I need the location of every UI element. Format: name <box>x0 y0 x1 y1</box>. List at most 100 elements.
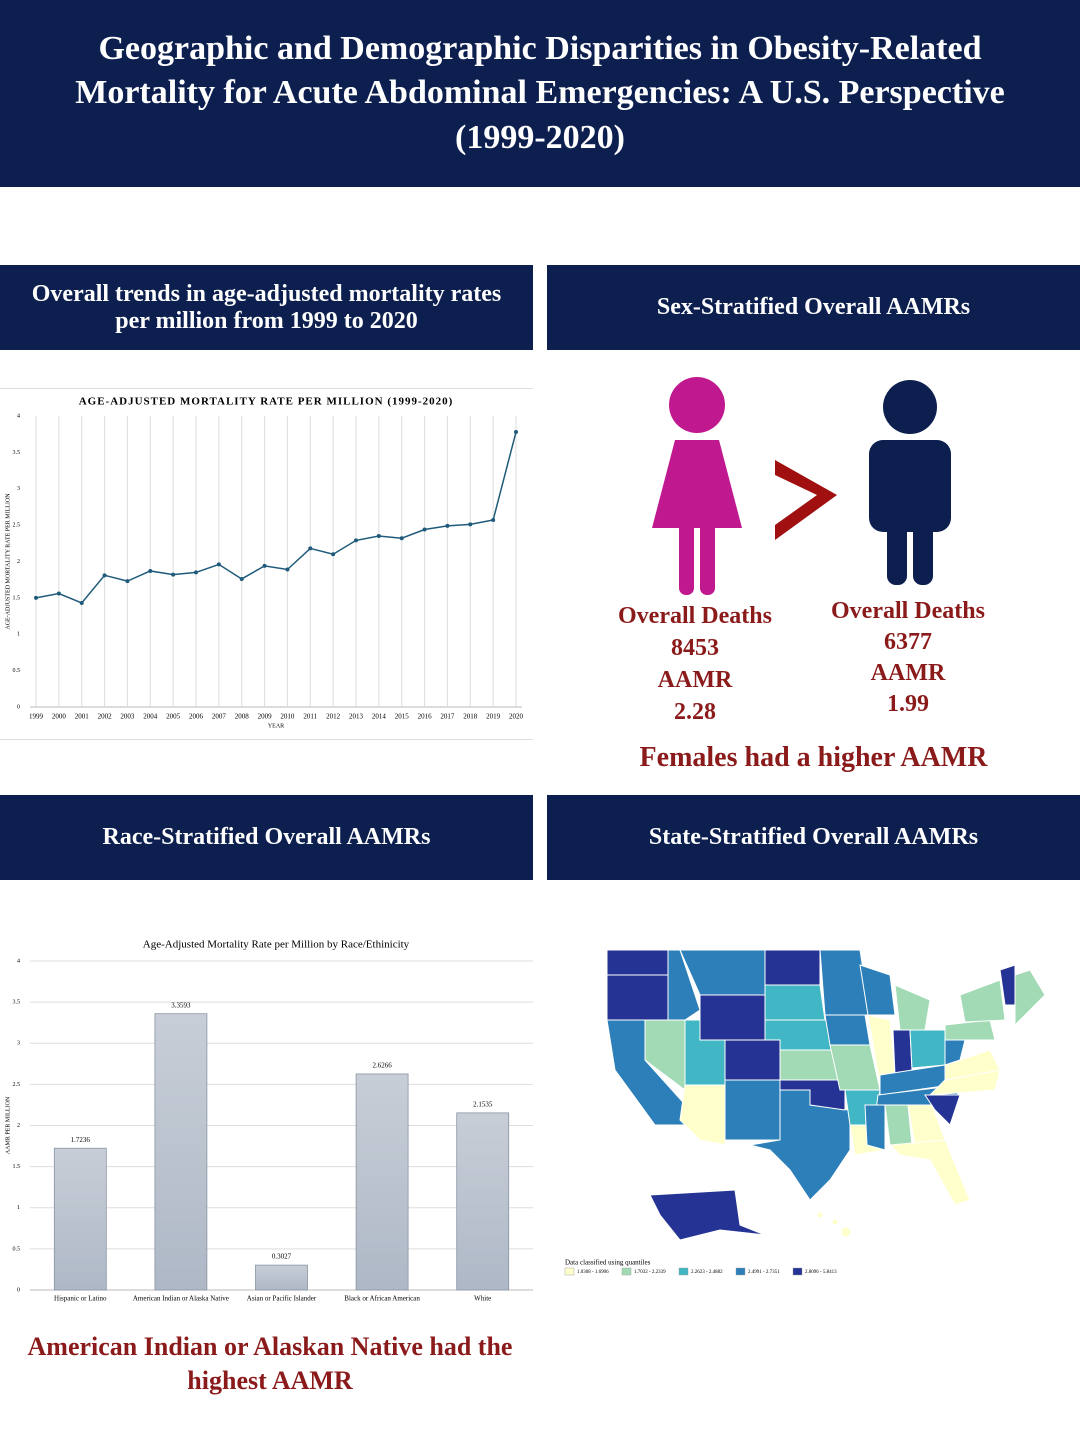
legend-title: Data classified using quantiles <box>565 1259 651 1267</box>
x-tick-label: 2012 <box>326 713 341 721</box>
data-label: 2.6266 <box>372 1062 392 1070</box>
state <box>944 1019 996 1041</box>
deaths: 8453 <box>671 635 719 661</box>
chart-title: AGE-ADJUSTED MORTALITY RATE PER MILLION … <box>79 396 454 408</box>
state <box>999 964 1016 1006</box>
point <box>262 563 267 568</box>
x-tick-label: White <box>474 1295 491 1303</box>
point <box>56 591 61 596</box>
x-tick-label: 2000 <box>52 713 67 721</box>
panel-title: Race-Stratified Overall AAMRs <box>0 795 533 880</box>
state <box>724 1079 781 1141</box>
y-tick-label: 3.5 <box>13 450 21 456</box>
legend-swatch <box>564 1267 575 1276</box>
bar <box>355 1073 409 1291</box>
x-tick-label: American Indian or Alaska Native <box>133 1295 229 1303</box>
point <box>354 538 358 543</box>
states <box>606 949 1046 1241</box>
aamr-label: AAMR <box>657 667 733 693</box>
bar <box>154 1013 208 1291</box>
x-tick-label: 2014 <box>372 713 387 721</box>
panel-title: Sex-Stratified Overall AAMRs <box>547 265 1080 350</box>
y-tick-label: 1 <box>17 1205 20 1211</box>
state <box>894 984 931 1031</box>
y-tick-label: 1 <box>17 632 20 638</box>
legend-swatch <box>678 1267 689 1276</box>
aamr: 2.28 <box>674 699 716 725</box>
y-axis-label: AGE-ADJUSTED MORTALITY RATE PER MILLION <box>5 493 11 630</box>
point <box>399 536 404 541</box>
x-tick-label: 2004 <box>143 713 158 721</box>
x-tick-label: 2003 <box>120 713 135 721</box>
x-tick-label: Black or African American <box>344 1295 420 1303</box>
point <box>34 595 38 600</box>
point <box>491 518 496 523</box>
state <box>959 979 1006 1023</box>
line <box>35 431 517 604</box>
legend-swatch <box>735 1267 746 1276</box>
legend-label: 1.0308 - 1.6906 <box>577 1270 609 1275</box>
state <box>679 1084 726 1146</box>
state <box>779 1049 841 1081</box>
y-tick-label: 0 <box>17 704 20 710</box>
x-tick-label: 2017 <box>440 713 455 721</box>
aamr-label: AAMR <box>870 660 946 686</box>
y-tick-label: 0.5 <box>13 668 21 674</box>
point <box>171 572 176 577</box>
x-tick-label: 2016 <box>418 713 433 721</box>
state <box>606 974 669 1021</box>
state <box>764 984 826 1021</box>
data-label: 0.3027 <box>272 1253 292 1261</box>
x-tick-label: 2005 <box>166 713 181 721</box>
point <box>125 579 130 584</box>
state <box>816 1211 824 1219</box>
y-tick-label: 4 <box>17 413 20 419</box>
aamr: 1.99 <box>887 691 929 717</box>
sex-icons <box>652 377 951 595</box>
female-stats: Overall Deaths 8453 AAMR 2.28 <box>595 600 795 728</box>
state <box>649 1189 766 1241</box>
legend-swatch <box>792 1267 803 1276</box>
legend-label: 2.4991 - 2.7351 <box>748 1270 780 1275</box>
x-tick-label: 2009 <box>258 713 273 721</box>
legend-label: 2.8096 - 5.8413 <box>805 1270 837 1275</box>
panel-title: Overall trends in age-adjusted mortality… <box>0 265 533 350</box>
state <box>944 1049 1001 1081</box>
x-tick-label: 2001 <box>75 713 90 721</box>
point <box>308 546 313 551</box>
deaths-label: Overall Deaths <box>618 603 772 629</box>
state <box>824 1014 871 1046</box>
data-label: 3.3593 <box>171 1001 191 1009</box>
bar <box>255 1264 308 1291</box>
y-tick-label: 3 <box>17 1041 20 1047</box>
bar <box>456 1112 510 1291</box>
y-tick-label: 2 <box>17 1123 20 1129</box>
state <box>888 1139 971 1206</box>
state <box>667 949 701 1021</box>
bar-chart: Age-Adjusted Mortality Rate per Million … <box>5 939 533 1303</box>
point <box>422 527 427 532</box>
data-label: 1.7236 <box>71 1136 91 1144</box>
point <box>468 522 473 527</box>
y-tick-label: 0 <box>17 1287 20 1293</box>
y-tick-label: 4 <box>17 958 20 964</box>
point <box>445 523 450 528</box>
y-tick-label: 1.5 <box>13 595 21 601</box>
x-tick-label: 2019 <box>486 713 501 721</box>
race-conclusion: American Indian or Alaskan Native had th… <box>27 1332 513 1395</box>
point <box>514 430 518 435</box>
state <box>864 1104 886 1151</box>
point <box>285 567 290 572</box>
legend-label: 1.7032 - 2.2339 <box>634 1270 666 1275</box>
deaths: 6377 <box>884 629 932 655</box>
x-tick-label: Hispanic or Latino <box>54 1295 107 1303</box>
y-tick-label: 1.5 <box>13 1164 21 1170</box>
y-axis-label: AAMR PER MILLION <box>5 1096 11 1154</box>
us-map: Data classified using quantiles 1.0308 -… <box>564 949 1046 1276</box>
point <box>102 573 107 578</box>
greater-than <box>775 460 837 540</box>
x-tick-label: 2008 <box>235 713 250 721</box>
x-tick-label: 1999 <box>29 713 44 721</box>
point <box>194 570 198 575</box>
